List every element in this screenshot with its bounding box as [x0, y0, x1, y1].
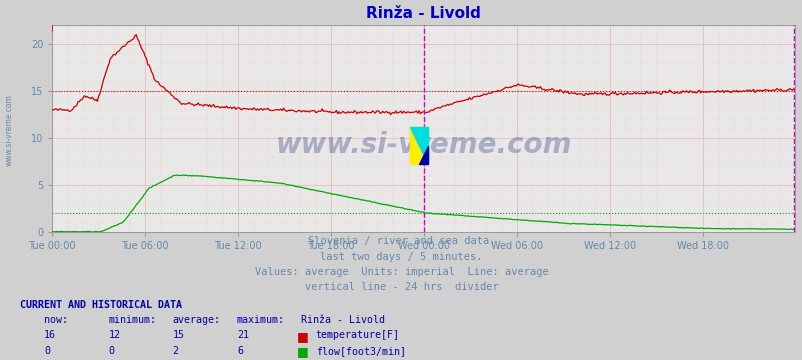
- Text: flow[foot3/min]: flow[foot3/min]: [315, 346, 405, 356]
- Text: last two days / 5 minutes.: last two days / 5 minutes.: [320, 252, 482, 262]
- Polygon shape: [410, 127, 427, 165]
- Text: CURRENT AND HISTORICAL DATA: CURRENT AND HISTORICAL DATA: [20, 300, 182, 310]
- Text: maximum:: maximum:: [237, 315, 285, 325]
- Text: temperature[F]: temperature[F]: [315, 330, 399, 341]
- Text: www.si-vreme.com: www.si-vreme.com: [4, 94, 14, 166]
- Title: Rinža - Livold: Rinža - Livold: [366, 6, 480, 21]
- Text: Values: average  Units: imperial  Line: average: Values: average Units: imperial Line: av…: [254, 267, 548, 277]
- Text: now:: now:: [44, 315, 68, 325]
- Text: ■: ■: [297, 345, 309, 358]
- Text: average:: average:: [172, 315, 221, 325]
- Text: 12: 12: [108, 330, 120, 341]
- Text: ■: ■: [297, 330, 309, 343]
- Text: vertical line - 24 hrs  divider: vertical line - 24 hrs divider: [304, 282, 498, 292]
- Text: 16: 16: [44, 330, 56, 341]
- Text: Rinža - Livold: Rinža - Livold: [301, 315, 385, 325]
- Text: minimum:: minimum:: [108, 315, 156, 325]
- Polygon shape: [419, 146, 427, 165]
- Text: www.si-vreme.com: www.si-vreme.com: [275, 131, 571, 159]
- Text: Slovenia / river and sea data.: Slovenia / river and sea data.: [307, 236, 495, 246]
- Text: 0: 0: [44, 346, 50, 356]
- Text: 6: 6: [237, 346, 242, 356]
- Bar: [410, 127, 427, 165]
- Text: 2: 2: [172, 346, 178, 356]
- Text: 15: 15: [172, 330, 184, 341]
- Text: 21: 21: [237, 330, 249, 341]
- Text: 0: 0: [108, 346, 114, 356]
